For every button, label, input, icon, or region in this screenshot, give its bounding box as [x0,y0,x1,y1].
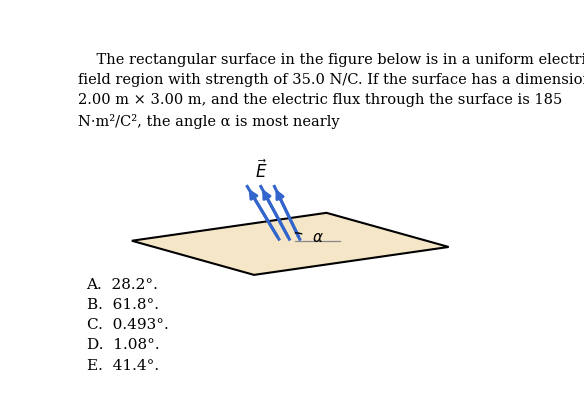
Text: The rectangular surface in the figure below is in a uniform electric: The rectangular surface in the figure be… [78,53,584,67]
Text: D.  1.08°.: D. 1.08°. [86,339,159,353]
Text: 2.00 m × 3.00 m, and the electric flux through the surface is 185: 2.00 m × 3.00 m, and the electric flux t… [78,93,562,107]
Text: N·m²/C², the angle α is most nearly: N·m²/C², the angle α is most nearly [78,114,339,129]
Text: E.  41.4°.: E. 41.4°. [86,359,159,373]
Text: A.  28.2°.: A. 28.2°. [86,278,158,292]
Polygon shape [132,213,449,275]
Text: field region with strength of 35.0 N/C. If the surface has a dimension of: field region with strength of 35.0 N/C. … [78,73,584,87]
Text: C.  0.493°.: C. 0.493°. [86,318,168,332]
Text: $\vec{E}$: $\vec{E}$ [255,159,267,182]
Text: B.  61.8°.: B. 61.8°. [86,298,159,312]
Text: $\alpha$: $\alpha$ [312,231,324,245]
